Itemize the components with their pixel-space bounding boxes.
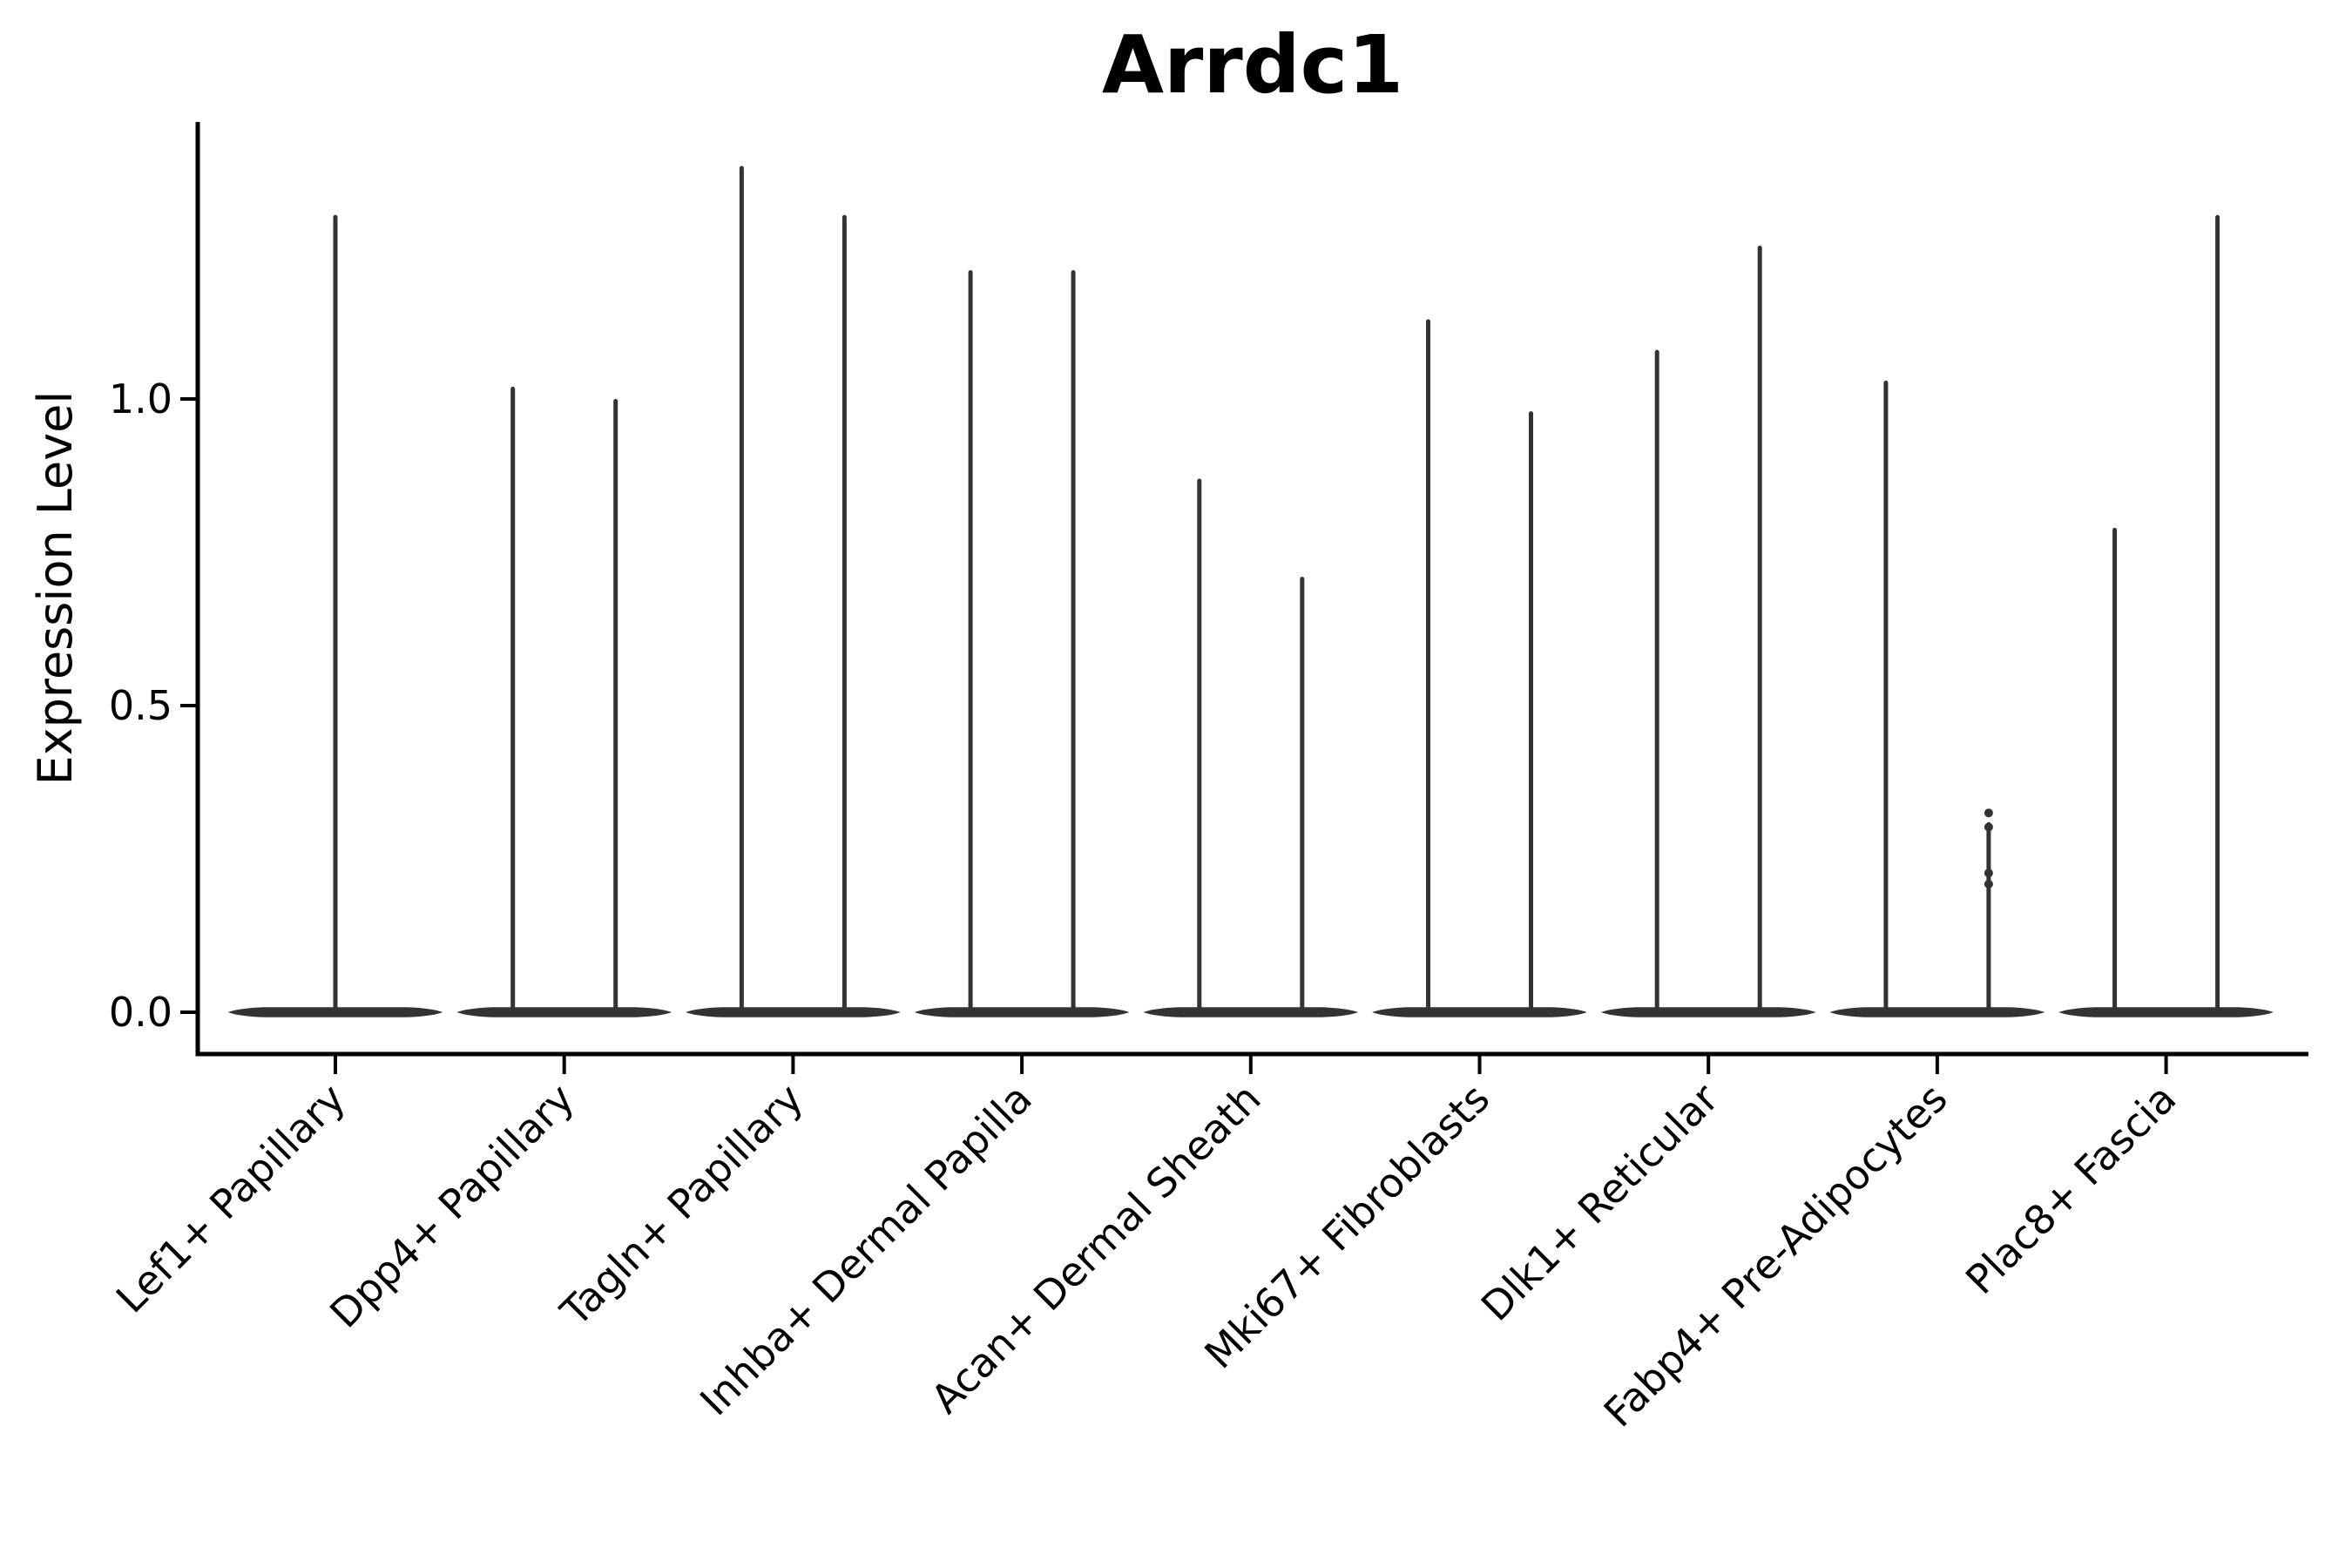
violin-spike-fabp4-pre-adipocytes-left — [1883, 380, 1889, 1012]
violin-spike-inhba-dermal-papilla-right — [1071, 270, 1076, 1012]
violin-body-acan-dermal-sheath — [1143, 1007, 1359, 1017]
violin-body-tagln-papillary — [686, 1007, 901, 1017]
expression-point — [1984, 879, 1993, 889]
violin-spike-tagln-papillary-right — [841, 214, 847, 1013]
violin-spike-mki67-fibroblasts-right — [1529, 411, 1533, 1013]
x-tick-label-plac8-fascia: Plac8+ Fascia — [1957, 1075, 2185, 1303]
violin-body-dlk1-reticular — [1600, 1007, 1816, 1017]
violin-body-mki67-fibroblasts — [1372, 1007, 1587, 1017]
y-tick-label: 0.0 — [109, 989, 172, 1036]
violin-spike-lef1-papillary-center — [333, 214, 338, 1013]
y-tick-label: 1.0 — [109, 375, 172, 422]
expression-point — [1984, 808, 1993, 818]
violins-group — [227, 166, 2274, 1017]
x-tick-label-dpp4-papillary: Dpp4+ Papillary — [321, 1075, 583, 1337]
expression-point — [1984, 868, 1993, 878]
violin-spike-mki67-fibroblasts-left — [1426, 319, 1430, 1013]
x-tick-label-lef1-papillary: Lef1+ Papillary — [107, 1075, 355, 1322]
x-tick-label-dlk1-reticular: Dlk1+ Reticular — [1472, 1075, 1727, 1330]
y-axis-label: Expression Level — [28, 391, 83, 786]
violin-spike-dlk1-reticular-right — [1757, 246, 1762, 1012]
violin-spike-dpp4-papillary-left — [510, 386, 516, 1012]
violin-spike-inhba-dermal-papilla-left — [968, 270, 973, 1012]
y-ticks-group: 0.0 0.5 1.0 — [109, 375, 198, 1036]
violin-spike-dlk1-reticular-left — [1654, 349, 1659, 1012]
expression-point — [1984, 822, 1993, 832]
violin-spike-tagln-papillary-left — [739, 166, 744, 1013]
axes-group — [195, 122, 2308, 1057]
violin-spike-acan-dermal-sheath-right — [1300, 577, 1305, 1012]
plot-title: Arrdc1 — [1102, 18, 1403, 112]
violin-spike-fabp4-pre-adipocytes-right — [1986, 821, 1991, 1012]
violin-spike-dpp4-papillary-right — [613, 399, 618, 1012]
violin-spike-plac8-fascia-left — [2112, 527, 2118, 1012]
violin-spike-plac8-fascia-right — [2215, 214, 2220, 1013]
violin-spike-acan-dermal-sheath-left — [1197, 478, 1202, 1012]
violin-body-inhba-dermal-papilla — [914, 1007, 1130, 1017]
violin-body-plac8-fascia — [2058, 1007, 2274, 1017]
x-tick-label-tagln-papillary: Tagln+ Papillary — [551, 1075, 813, 1336]
y-tick-label: 0.5 — [109, 682, 172, 729]
axis-spines — [195, 122, 2308, 1057]
violin-body-dpp4-papillary — [456, 1007, 672, 1017]
violin-body-fabp4-pre-adipocytes — [1829, 1007, 2045, 1017]
